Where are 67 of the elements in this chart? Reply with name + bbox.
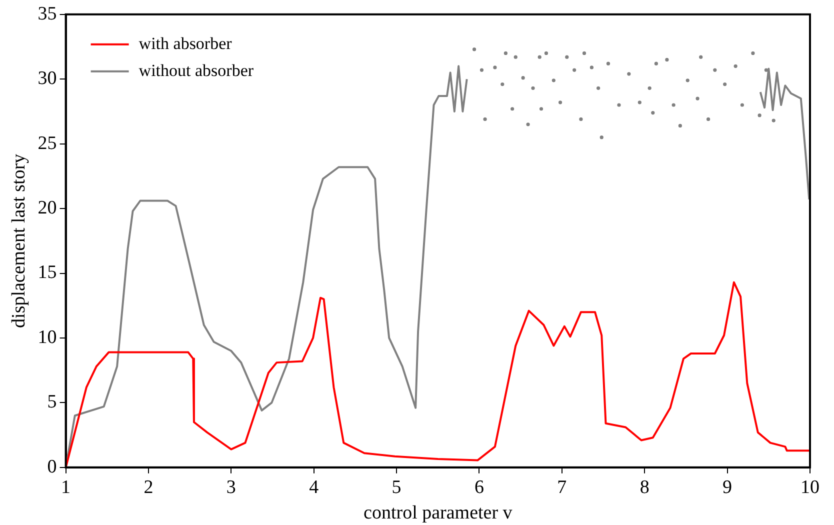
point <box>723 82 727 86</box>
point <box>483 117 487 122</box>
point <box>596 86 600 90</box>
point <box>665 58 669 62</box>
point <box>558 100 562 104</box>
point <box>654 62 658 66</box>
point <box>764 68 768 72</box>
point <box>514 55 518 59</box>
point <box>565 55 569 59</box>
y-axis-title: displacement last story <box>8 153 30 328</box>
point <box>617 103 621 107</box>
y-tick-label: 5 <box>47 392 57 413</box>
x-tick-label: 3 <box>226 476 236 498</box>
point <box>582 51 586 56</box>
y-tick-label: 10 <box>38 326 57 348</box>
y-tick-label: 25 <box>38 132 57 154</box>
x-tick-label: 10 <box>800 476 820 498</box>
point <box>734 64 738 68</box>
point <box>539 107 544 111</box>
x-axis-title: control parameter v <box>364 502 513 524</box>
y-tick-label: 20 <box>38 198 57 219</box>
point <box>751 51 755 56</box>
point <box>526 122 530 126</box>
point <box>493 66 497 70</box>
y-tick-label: 35 <box>38 3 57 24</box>
point <box>538 55 542 59</box>
x-tick-label: 7 <box>557 476 567 498</box>
point <box>480 68 484 72</box>
point <box>699 55 703 59</box>
point <box>472 48 476 52</box>
point <box>500 82 504 86</box>
point <box>696 96 700 100</box>
legend-label: with absorber <box>138 34 232 53</box>
point <box>590 66 594 70</box>
x-tick-label: 2 <box>144 476 154 498</box>
x-tick-label: 5 <box>392 476 402 498</box>
point <box>648 86 652 90</box>
point <box>686 78 690 82</box>
y-tick-label: 30 <box>38 68 57 90</box>
point <box>758 114 762 118</box>
point <box>572 68 576 72</box>
point <box>672 103 676 107</box>
point <box>772 118 776 122</box>
point <box>706 117 710 122</box>
x-tick-label: 6 <box>474 476 484 498</box>
point <box>678 124 682 128</box>
point <box>600 136 604 140</box>
point <box>638 100 642 104</box>
point <box>504 51 508 56</box>
point <box>627 72 631 76</box>
x-tick-label: 1 <box>61 476 71 498</box>
legend-label: without absorber <box>138 60 254 80</box>
y-tick-label: 0 <box>47 456 57 478</box>
y-tick-label: 15 <box>38 262 57 284</box>
point <box>651 110 655 115</box>
point <box>552 78 556 82</box>
point <box>579 117 583 122</box>
point <box>521 76 525 80</box>
point <box>740 103 744 107</box>
point <box>510 107 514 111</box>
point <box>531 86 535 90</box>
x-tick-label: 9 <box>722 476 732 498</box>
point <box>606 62 610 66</box>
point <box>544 51 548 56</box>
x-tick-label: 8 <box>640 476 650 498</box>
point <box>713 68 717 72</box>
x-tick-label: 4 <box>309 476 320 498</box>
